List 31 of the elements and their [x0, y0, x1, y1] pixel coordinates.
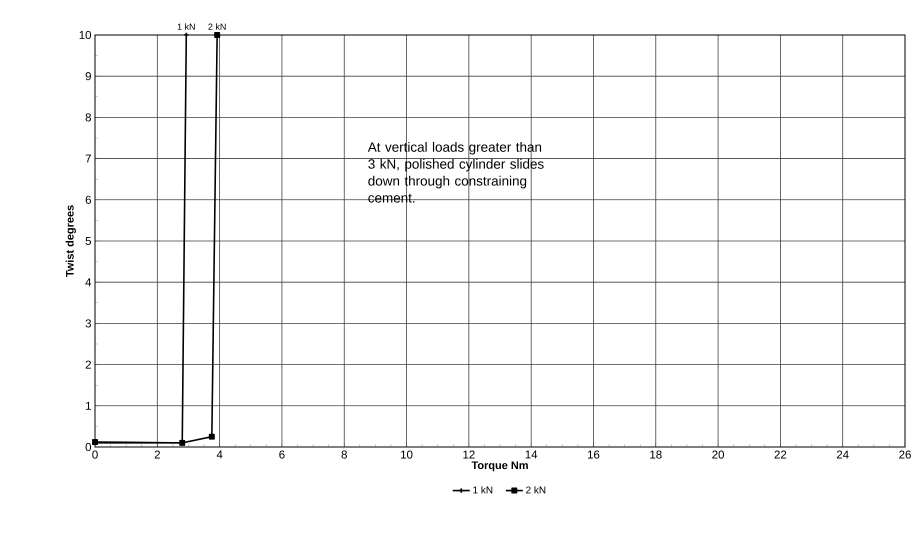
x-tick-label: 20 [712, 450, 724, 459]
y-tick-label: 1 [86, 402, 91, 410]
annotation: 2 kN [208, 23, 226, 30]
y-tick-label: 8 [86, 113, 91, 122]
x-tick-label: 24 [836, 450, 849, 459]
y-tick-label: 6 [86, 196, 91, 204]
x-tick-label: 16 [588, 450, 600, 459]
x-tick-label: 6 [279, 450, 285, 459]
x-tick-label: 18 [650, 450, 662, 459]
y-axis-title: Twist degrees [66, 205, 76, 277]
y-tick-label: 10 [80, 30, 92, 40]
x-tick-label: 14 [526, 450, 538, 458]
y-tick-label: 2 [86, 360, 91, 369]
legend-label: 2 kN [526, 486, 546, 494]
y-tick-label: 7 [86, 154, 91, 163]
y-tick-label: 9 [86, 72, 91, 80]
legend-label: 1 kN [473, 486, 492, 494]
x-tick-label: 0 [92, 450, 98, 459]
x-tick-label: 8 [342, 450, 347, 459]
x-tick-label: 4 [216, 450, 222, 458]
x-tick-label: 10 [401, 450, 412, 459]
annotation: 1 kN [178, 23, 195, 30]
x-tick-label: 22 [774, 450, 786, 459]
x-tick-label: 2 [154, 450, 160, 459]
x-tick-label: 12 [463, 450, 475, 459]
y-tick-label: 0 [86, 442, 92, 452]
x-axis-title: Torque Nm [472, 461, 528, 472]
y-tick-label: 3 [86, 319, 91, 328]
y-tick-label: 4 [85, 278, 92, 286]
x-tick-label: 26 [899, 450, 911, 459]
y-tick-label: 5 [86, 236, 92, 245]
